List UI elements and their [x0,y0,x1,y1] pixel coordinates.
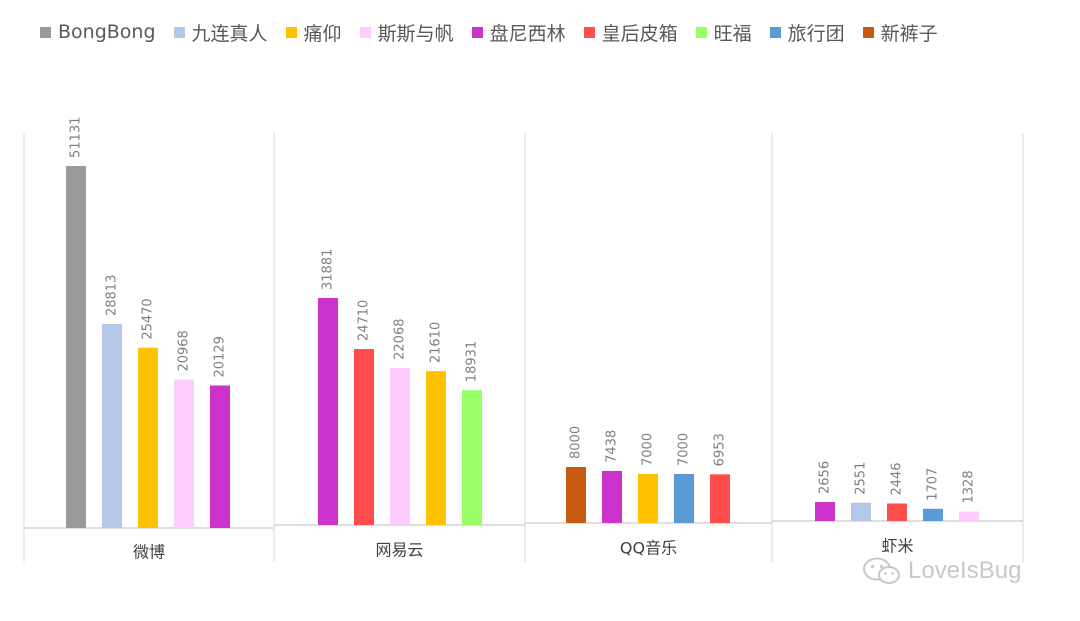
legend-swatch [769,26,781,38]
data-label: 20968 [177,330,192,371]
bar [138,347,158,528]
chart-panel: 51131 28813 25470 20968 20129 微博 [23,117,274,562]
watermark-text: LoveIsBug [908,557,1022,584]
data-label: 25470 [141,298,156,339]
legend-label: 皇后皮箱 [601,22,678,45]
data-label: 1707 [926,468,941,501]
legend-item: 斯斯与帆 [359,19,454,46]
legend-item: 九连真人 [173,19,268,46]
legend-swatch [471,26,483,38]
data-label: 24710 [357,300,372,341]
data-label: 2446 [890,462,905,495]
data-label: 8000 [569,426,584,459]
legend-swatch [862,26,874,38]
category-label: 虾米 [881,537,913,556]
bar [710,474,730,523]
bar [390,367,410,525]
legend-swatch [285,26,297,38]
chart-panel: 8000 7438 7000 7000 6953 QQ音乐 [524,133,772,562]
data-label: 1328 [962,470,977,503]
data-label: 7000 [677,433,692,466]
chart-panel: 31881 24710 22068 21610 18931 网易云 [273,133,525,562]
bar [426,371,446,525]
legend-label: BongBong [58,21,156,43]
data-label: 6953 [713,433,728,466]
legend-swatch [40,26,51,38]
data-label: 18931 [465,341,480,382]
legend-label: 旺福 [713,22,752,45]
category-label: 微博 [133,543,165,562]
legend-swatch [359,26,371,38]
legend-label: 痛仰 [303,22,342,45]
chart-panel: 2656 2551 2446 1707 1328 虾米 [771,133,1024,562]
legend-item: 盘尼西林 [471,19,566,46]
legend-item: 痛仰 [285,19,342,46]
watermark: LoveIsBug [862,556,1021,586]
legend-item: 新裤子 [862,19,938,46]
legend-label: 旅行团 [787,22,845,45]
data-label: 51131 [69,117,84,158]
data-label: 31881 [321,249,336,290]
data-label: 2551 [854,462,869,495]
bar [602,470,622,523]
bar [674,474,694,523]
data-label: 20129 [213,336,228,377]
category-label: 网易云 [375,541,423,560]
bar [566,467,586,523]
wechat-icon [863,557,900,584]
legend-item: BongBong [40,21,156,43]
category-label: QQ音乐 [620,539,677,558]
data-label: 7438 [605,430,620,463]
legend-swatch [695,26,707,38]
bar [174,379,194,528]
legend-item: 旅行团 [769,19,845,46]
legend-label: 新裤子 [880,22,938,45]
bar [887,503,907,521]
legend-item: 皇后皮箱 [583,19,678,46]
bar [959,511,979,521]
legend-swatch [583,26,595,38]
bar [851,502,871,521]
data-label: 2656 [818,461,833,494]
data-label: 21610 [429,322,444,363]
data-label: 7000 [641,433,656,466]
bar [923,508,943,521]
data-label: 28813 [105,275,120,316]
legend-label: 九连真人 [191,22,268,45]
data-label: 22068 [393,319,408,360]
legend-label: 盘尼西林 [489,22,566,45]
bar [102,324,122,528]
bar [815,502,835,521]
legend-swatch [173,26,185,38]
bar [354,349,374,525]
bar [318,298,338,525]
bar [210,385,230,528]
chart-legend: BongBong 九连真人 痛仰 斯斯与帆 盘尼西林 皇后皮箱 旺福 旅行团 新裤子 [40,16,956,48]
legend-item: 旺福 [695,19,752,46]
legend-label: 斯斯与帆 [377,22,454,45]
bar [462,390,482,525]
bar [638,474,658,523]
bar [66,166,86,528]
